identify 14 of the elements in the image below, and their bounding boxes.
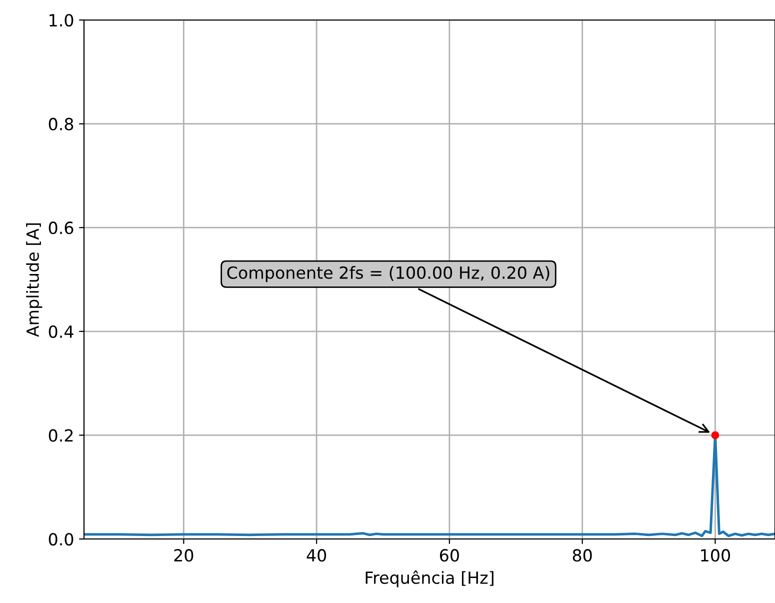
x-tick-label: 20 (174, 549, 194, 562)
y-tick-label: 0.0 (48, 532, 74, 546)
y-tick-label: 1.0 (50, 14, 74, 27)
x-tick-label: 40 (306, 549, 326, 562)
annotation: Componente 2fs = (100.00 Hz, 0.20 A) (227, 266, 550, 282)
y-tick-label: 0.6 (48, 222, 74, 234)
x-tick-label: 60 (440, 549, 459, 562)
y-tick-label: 0.2 (48, 429, 73, 442)
y-axis-title: Amplitude [A] (26, 223, 42, 337)
y-tick-label: 0.8 (48, 118, 74, 130)
y-tick-label: 0.4 (48, 325, 74, 338)
x-tick-label: 100 (701, 549, 730, 562)
x-axis-title: Frequência [Hz] (366, 570, 494, 588)
x-tick-label: 80 (572, 549, 592, 562)
